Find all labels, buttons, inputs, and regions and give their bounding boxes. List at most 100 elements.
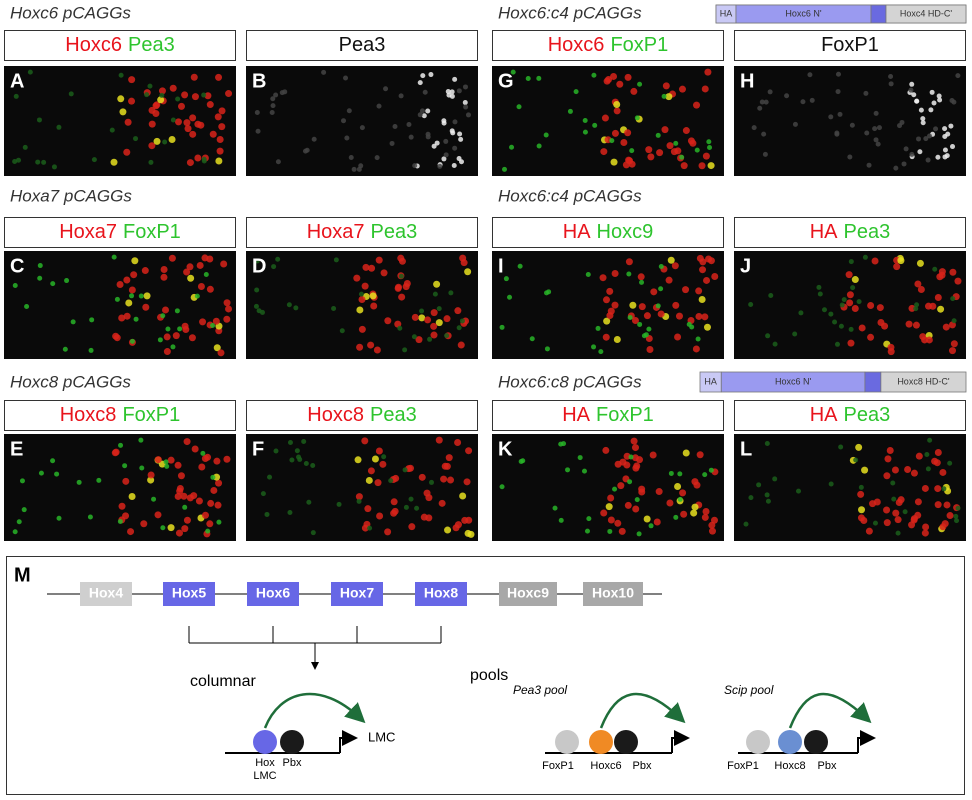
- label-box: [492, 217, 724, 248]
- cell: [850, 285, 856, 291]
- cell: [858, 484, 864, 490]
- cell: [223, 299, 231, 307]
- cell: [655, 132, 661, 138]
- cell: [140, 520, 148, 528]
- cell: [273, 92, 279, 98]
- cell: [690, 509, 698, 517]
- cell: [905, 320, 913, 328]
- cell: [939, 468, 947, 476]
- cell: [917, 286, 925, 294]
- cell: [358, 296, 366, 304]
- cell: [955, 73, 961, 79]
- cell: [708, 527, 716, 535]
- cell: [362, 263, 370, 271]
- cell: [62, 346, 68, 352]
- cell: [581, 468, 587, 474]
- cell: [151, 496, 157, 502]
- cell: [438, 499, 446, 507]
- panel-letter: A: [10, 70, 24, 92]
- cell: [838, 444, 844, 450]
- cell: [398, 293, 406, 301]
- cell: [123, 312, 131, 320]
- cell: [851, 276, 859, 284]
- cell: [949, 268, 957, 276]
- stain: FoxP1: [123, 221, 181, 243]
- cell: [655, 303, 661, 309]
- cell: [667, 256, 675, 264]
- cell: [147, 471, 155, 479]
- cell: [552, 505, 558, 511]
- cell: [37, 275, 43, 281]
- cell: [835, 71, 841, 77]
- cell: [757, 105, 763, 111]
- cell: [893, 263, 901, 271]
- cell: [446, 92, 452, 98]
- label-box: [246, 30, 478, 61]
- pools-label: pools: [470, 667, 508, 684]
- cell: [955, 505, 961, 511]
- cell: [384, 528, 392, 536]
- cell: [561, 441, 567, 447]
- cell: [888, 73, 894, 79]
- cell: [147, 476, 155, 484]
- cell: [427, 336, 433, 342]
- cell: [383, 86, 389, 92]
- cell: [606, 312, 614, 320]
- cell: [655, 488, 663, 496]
- cell: [200, 450, 206, 456]
- cell: [182, 504, 188, 510]
- cell: [858, 506, 866, 514]
- cell: [536, 143, 542, 149]
- stain: Hoxc9: [597, 221, 654, 243]
- cell: [206, 520, 214, 528]
- cell: [886, 446, 894, 454]
- cell: [875, 141, 881, 147]
- stain-label: HA Hoxc9: [563, 221, 654, 243]
- cell: [873, 137, 879, 143]
- cell: [333, 257, 339, 263]
- cell: [148, 159, 154, 165]
- gene-label: Hox5: [172, 585, 206, 601]
- panel-letter: C: [10, 255, 24, 277]
- cell: [297, 456, 303, 462]
- micrograph: [492, 251, 724, 359]
- construct-label: Hoxc4 HD-C': [900, 8, 953, 18]
- cell: [169, 84, 177, 92]
- cell: [205, 528, 211, 534]
- cell: [846, 299, 854, 307]
- panel-letter: G: [498, 70, 514, 92]
- cell: [119, 108, 127, 116]
- factor: [778, 730, 802, 754]
- cell: [893, 165, 899, 171]
- cell: [462, 100, 468, 106]
- gene-box: [80, 582, 132, 606]
- cell: [216, 147, 224, 155]
- cell: [584, 528, 590, 534]
- gene-box: [415, 582, 467, 606]
- cell: [275, 256, 281, 262]
- promoter: [857, 730, 876, 753]
- cell: [390, 509, 398, 517]
- cell: [941, 520, 949, 528]
- gene-label: Hox6: [256, 585, 290, 601]
- cell: [954, 518, 960, 524]
- cell: [649, 451, 657, 459]
- cell: [695, 287, 703, 295]
- cell: [24, 304, 30, 310]
- cell: [87, 514, 93, 520]
- cell: [848, 259, 854, 265]
- cell: [218, 123, 226, 131]
- cell: [945, 131, 951, 137]
- cell: [374, 479, 382, 487]
- cell: [536, 75, 542, 81]
- stain: Hoxa7: [59, 221, 117, 243]
- cell: [444, 526, 452, 534]
- cell: [516, 104, 522, 110]
- cell: [632, 464, 640, 472]
- cell: [197, 282, 205, 290]
- cell: [704, 68, 712, 76]
- cell: [351, 166, 357, 172]
- cell: [220, 260, 228, 268]
- cell: [122, 463, 128, 469]
- cell: [807, 72, 813, 78]
